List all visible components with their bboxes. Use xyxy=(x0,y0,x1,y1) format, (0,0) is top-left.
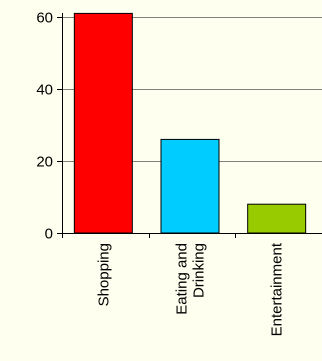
axes xyxy=(62,13,322,234)
y-tick-label: 20 xyxy=(36,154,53,171)
category-label: Shopping xyxy=(95,243,112,306)
bars xyxy=(73,12,307,234)
category-label: Entertainment xyxy=(269,242,286,336)
category-label: Drinking xyxy=(191,243,208,298)
y-tick-label: 60 xyxy=(36,10,53,27)
bar-entertainment xyxy=(247,203,307,234)
y-tick-labels: 0 20 40 60 xyxy=(36,10,62,243)
category-labels: Shopping Eating and Drinking Entertainment xyxy=(95,242,285,336)
bar-eating-and-drinking xyxy=(160,138,220,234)
y-tick-label: 40 xyxy=(36,82,53,99)
bar-shopping xyxy=(73,12,133,234)
x-tick-marks xyxy=(62,233,236,238)
y-tick-label: 0 xyxy=(45,226,53,243)
category-label: Eating and xyxy=(174,243,191,315)
